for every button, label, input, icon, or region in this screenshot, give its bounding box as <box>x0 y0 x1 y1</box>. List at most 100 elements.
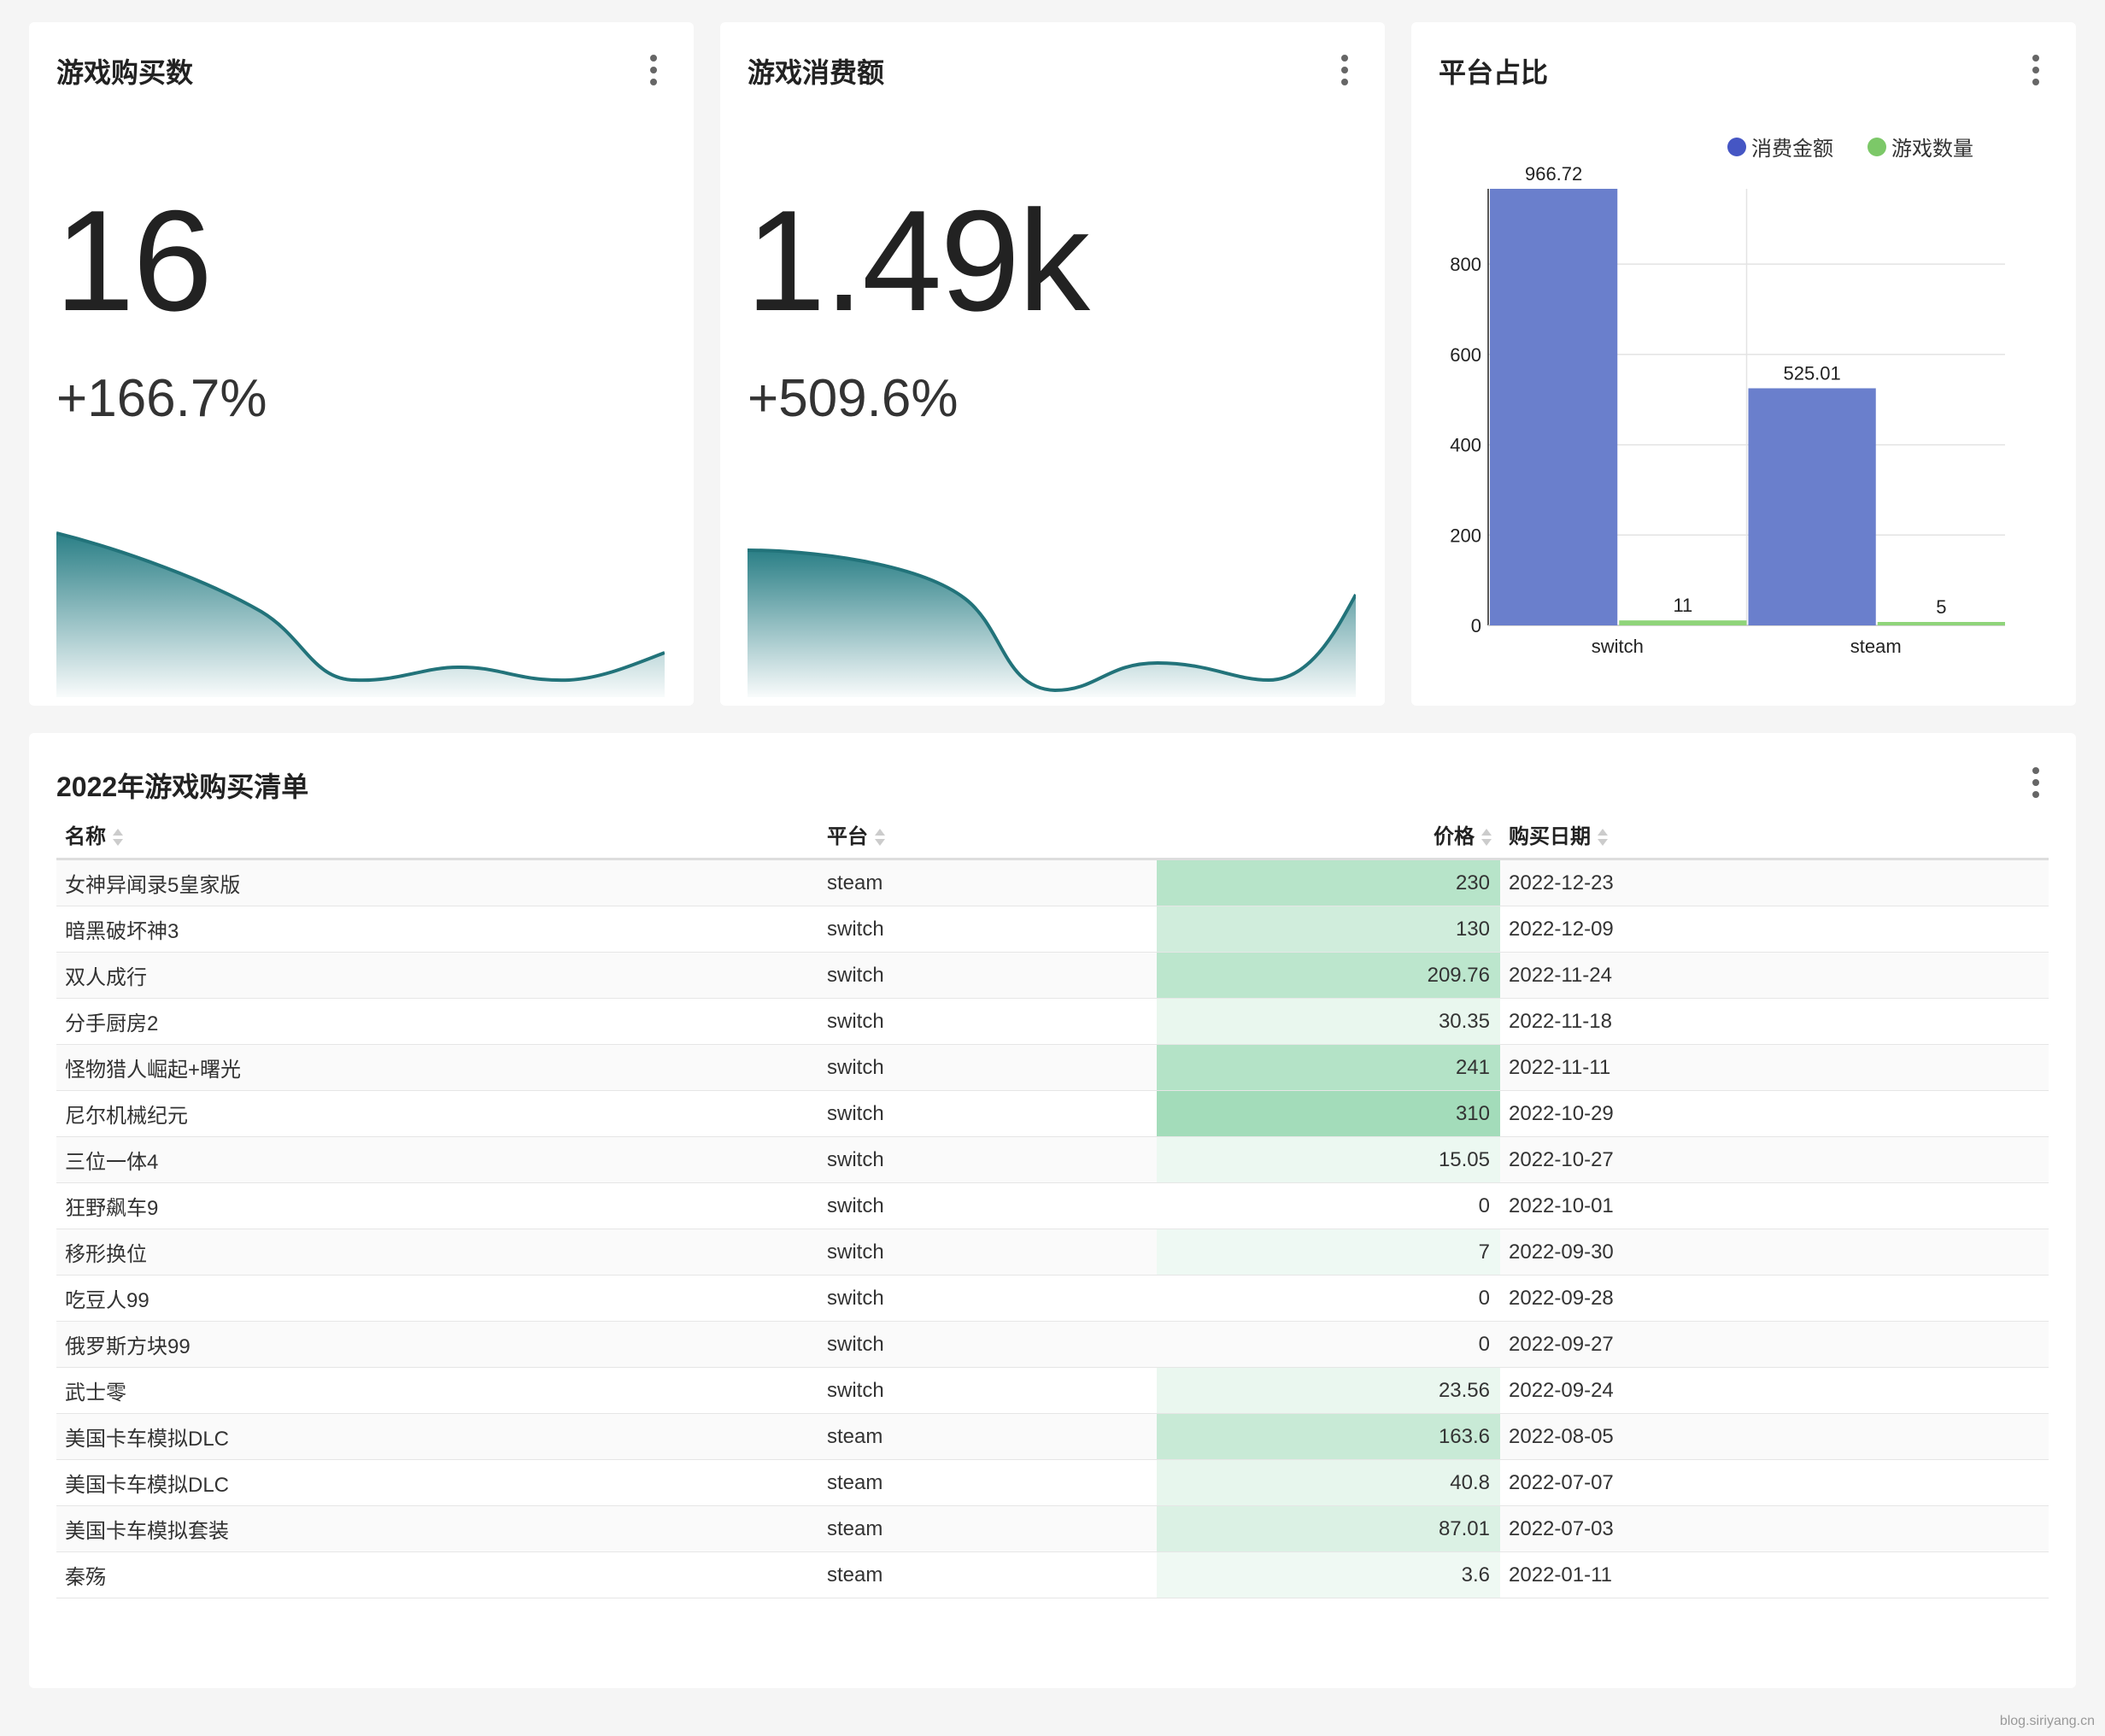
table-row[interactable]: 移形换位 switch 7 2022-09-30 <box>56 1229 2049 1276</box>
cell-name: 移形换位 <box>56 1229 818 1276</box>
table-row[interactable]: 双人成行 switch 209.76 2022-11-24 <box>56 952 2049 999</box>
cell-platform: switch <box>818 906 1157 953</box>
x-tick-label: steam <box>1850 636 1902 657</box>
spending-menu-icon[interactable] <box>1339 55 1351 85</box>
cell-date: 2022-10-27 <box>1500 1136 2049 1183</box>
cell-date: 2022-09-24 <box>1500 1367 2049 1414</box>
purchases-sparkline <box>56 531 665 697</box>
cell-date: 2022-08-05 <box>1500 1413 2049 1460</box>
table-row[interactable]: 暗黑破坏神3 switch 130 2022-12-09 <box>56 906 2049 953</box>
cell-price: 3.6 <box>1157 1551 1500 1598</box>
table-row[interactable]: 武士零 switch 23.56 2022-09-24 <box>56 1367 2049 1414</box>
column-header-name-label: 名称 <box>65 824 106 848</box>
y-tick-label: 200 <box>1450 525 1481 546</box>
cell-name: 秦殇 <box>56 1551 818 1598</box>
cell-date: 2022-10-29 <box>1500 1090 2049 1137</box>
cell-price: 0 <box>1157 1321 1500 1368</box>
platform-bar-chart: 0 200 400 600 800 966.72 11 switch 525.01 5 steam <box>1450 163 2005 657</box>
cell-platform: switch <box>818 1229 1157 1276</box>
cell-name: 三位一体4 <box>56 1136 818 1183</box>
cell-date: 2022-11-11 <box>1500 1044 2049 1091</box>
platform-title: 平台占比 <box>1439 57 1549 88</box>
data-label: 525.01 <box>1783 362 1840 384</box>
sort-icon[interactable] <box>113 828 123 847</box>
cell-price: 209.76 <box>1157 952 1500 999</box>
purchases-menu-icon[interactable] <box>648 55 660 85</box>
cell-date: 2022-11-18 <box>1500 998 2049 1045</box>
table-row[interactable]: 怪物猎人崛起+曙光 switch 241 2022-11-11 <box>56 1044 2049 1091</box>
cell-price: 30.35 <box>1157 998 1500 1045</box>
legend-item-amount[interactable]: 消费金额 <box>1727 132 1833 161</box>
purchases-card: 游戏购买数 16 +166.7% <box>29 22 694 706</box>
cell-name: 武士零 <box>56 1367 818 1414</box>
column-header-name[interactable]: 名称 <box>56 810 818 860</box>
table-row[interactable]: 三位一体4 switch 15.05 2022-10-27 <box>56 1136 2049 1183</box>
spending-title: 游戏消费额 <box>748 57 885 88</box>
table-row[interactable]: 美国卡车模拟DLC steam 163.6 2022-08-05 <box>56 1413 2049 1460</box>
cell-platform: switch <box>818 1367 1157 1414</box>
cell-name: 美国卡车模拟套装 <box>56 1505 818 1552</box>
cell-price: 230 <box>1157 859 1500 906</box>
bar-amount <box>1490 189 1618 625</box>
platform-menu-icon[interactable] <box>2030 55 2042 85</box>
column-header-price[interactable]: 价格 <box>1157 810 1500 860</box>
purchase-list-title: 2022年游戏购买清单 <box>56 771 309 802</box>
spending-value: 1.49k <box>746 180 1090 341</box>
purchase-list-menu-icon[interactable] <box>2030 767 2042 798</box>
sort-icon[interactable] <box>1598 828 1608 847</box>
cell-name: 吃豆人99 <box>56 1275 818 1322</box>
cell-platform: switch <box>818 1182 1157 1229</box>
y-tick-label: 600 <box>1450 344 1481 366</box>
legend-label-count: 游戏数量 <box>1891 138 1973 161</box>
legend-item-count[interactable]: 游戏数量 <box>1868 132 1973 161</box>
cell-date: 2022-11-24 <box>1500 952 2049 999</box>
chart-legend: 消费金额 游戏数量 <box>1727 132 1973 161</box>
platform-card: 平台占比 消费金额 游戏数量 0 200 400 600 800 966.72 11 swit… <box>1411 22 2076 706</box>
sort-icon[interactable] <box>1481 828 1492 847</box>
purchases-change: +166.7% <box>56 369 267 428</box>
table-row[interactable]: 女神异闻录5皇家版 steam 230 2022-12-23 <box>56 859 2049 906</box>
cell-platform: steam <box>818 1551 1157 1598</box>
cell-name: 美国卡车模拟DLC <box>56 1459 818 1506</box>
sort-icon[interactable] <box>875 828 885 847</box>
cell-platform: switch <box>818 1044 1157 1091</box>
y-tick-label: 800 <box>1450 254 1481 275</box>
table-row[interactable]: 俄罗斯方块99 switch 0 2022-09-27 <box>56 1321 2049 1368</box>
cell-platform: steam <box>818 1413 1157 1460</box>
table-row[interactable]: 秦殇 steam 3.6 2022-01-11 <box>56 1551 2049 1598</box>
cell-date: 2022-10-01 <box>1500 1182 2049 1229</box>
cell-price: 87.01 <box>1157 1505 1500 1552</box>
bar-count <box>1877 622 2005 625</box>
column-header-platform-label: 平台 <box>827 824 868 848</box>
cell-price: 15.05 <box>1157 1136 1500 1183</box>
table-row[interactable]: 分手厨房2 switch 30.35 2022-11-18 <box>56 998 2049 1045</box>
watermark: blog.siriyang.cn <box>1999 1714 2095 1728</box>
table-row[interactable]: 美国卡车模拟DLC steam 40.8 2022-07-07 <box>56 1459 2049 1506</box>
cell-price: 7 <box>1157 1229 1500 1276</box>
column-header-date[interactable]: 购买日期 <box>1500 810 2049 860</box>
cell-name: 怪物猎人崛起+曙光 <box>56 1044 818 1091</box>
cell-platform: switch <box>818 952 1157 999</box>
column-header-date-label: 购买日期 <box>1509 824 1591 848</box>
spending-change: +509.6% <box>748 369 959 428</box>
table-row[interactable]: 尼尔机械纪元 switch 310 2022-10-29 <box>56 1090 2049 1137</box>
table-row[interactable]: 美国卡车模拟套装 steam 87.01 2022-07-03 <box>56 1505 2049 1552</box>
legend-dot-count <box>1868 137 1886 156</box>
y-tick-label: 400 <box>1450 435 1481 456</box>
cell-date: 2022-12-23 <box>1500 859 2049 906</box>
cell-platform: switch <box>818 1136 1157 1183</box>
cell-date: 2022-09-28 <box>1500 1275 2049 1322</box>
table-row[interactable]: 吃豆人99 switch 0 2022-09-28 <box>56 1275 2049 1322</box>
column-header-platform[interactable]: 平台 <box>818 810 1157 860</box>
table-row[interactable]: 狂野飙车9 switch 0 2022-10-01 <box>56 1182 2049 1229</box>
y-tick-label: 0 <box>1471 615 1481 636</box>
data-label: 966.72 <box>1525 163 1582 185</box>
cell-price: 0 <box>1157 1182 1500 1229</box>
cell-price: 130 <box>1157 906 1500 953</box>
cell-platform: switch <box>818 998 1157 1045</box>
purchase-list-card: 2022年游戏购买清单 名称 平台 价格 购买日期 女神异闻录5皇家版 steam… <box>29 733 2076 1688</box>
spending-card: 游戏消费额 1.49k +509.6% <box>720 22 1385 706</box>
cell-date: 2022-12-09 <box>1500 906 2049 953</box>
cell-price: 0 <box>1157 1275 1500 1322</box>
cell-platform: steam <box>818 1459 1157 1506</box>
